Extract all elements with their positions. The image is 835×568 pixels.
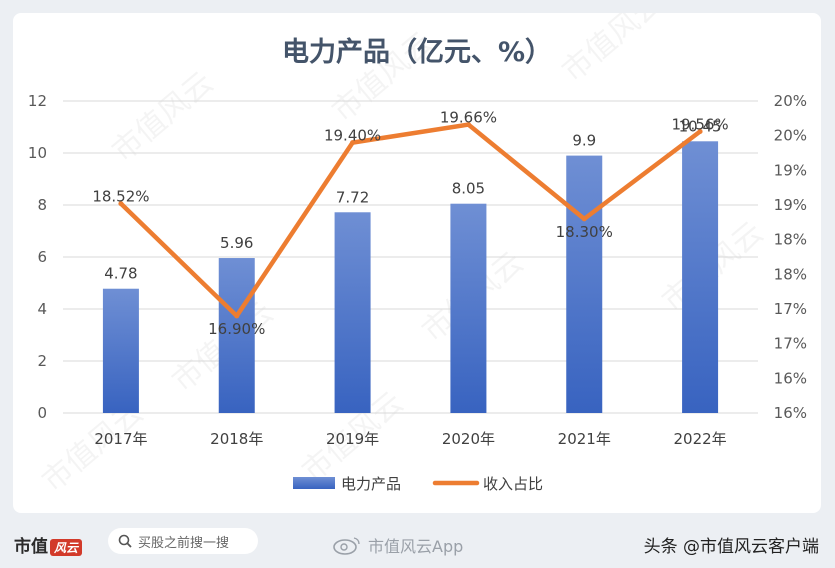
bar-data-label: 10.45 — [679, 117, 722, 135]
y-right-tick-label: 18% — [774, 231, 807, 249]
brand-logo: 市值 风云 — [14, 532, 83, 557]
line-point — [697, 129, 703, 135]
chart: 市值风云市值风云市值风云市值风云市值风云市值风云市值风云市值风云电力产品（亿元、… — [28, 13, 807, 499]
bar-data-label: 5.96 — [220, 234, 253, 252]
line-data-label: 16.90% — [208, 320, 265, 338]
bar — [566, 155, 603, 413]
x-tick-label: 2019年 — [326, 430, 379, 448]
y-left-tick-label: 0 — [37, 404, 47, 422]
weibo-watermark: 市值风云App — [332, 533, 463, 557]
chart-card: 市值风云市值风云市值风云市值风云市值风云市值风云市值风云市值风云电力产品（亿元、… — [13, 13, 821, 513]
y-left-tick-label: 6 — [37, 248, 47, 266]
watermark-text: 市值风云 — [106, 65, 220, 169]
line-series — [118, 122, 703, 319]
x-tick-label: 2021年 — [558, 430, 611, 448]
y-right-tick-label: 19% — [774, 196, 807, 214]
line-point — [581, 216, 587, 222]
chart-title: 电力产品（亿元、%） — [282, 37, 552, 68]
search-bar[interactable]: 买股之前搜一搜 — [108, 528, 258, 554]
y-right-tick-label: 16% — [774, 404, 807, 422]
line-data-label: 18.52% — [92, 188, 149, 206]
legend-label-bars: 电力产品 — [341, 475, 401, 493]
y-right-tick-label: 19% — [774, 161, 807, 179]
x-tick-label: 2018年 — [210, 430, 263, 448]
weibo-text: 市值风云App — [368, 537, 464, 556]
y-left-tick-label: 2 — [37, 352, 47, 370]
y-left-tick-label: 8 — [37, 196, 47, 214]
search-icon — [118, 534, 132, 548]
y-right-tick-label: 20% — [774, 92, 807, 110]
brand-logo-text: 市值 — [14, 537, 48, 557]
watermark-text: 市值风云 — [556, 13, 670, 89]
weibo-icon — [333, 537, 360, 555]
line-point — [350, 140, 356, 146]
y-right-tick-label: 17% — [774, 335, 807, 353]
legend-label-line: 收入占比 — [483, 475, 543, 493]
y-right-tick-label: 16% — [774, 369, 807, 387]
x-tick-label: 2020年 — [442, 430, 495, 448]
bar — [218, 258, 255, 413]
legend-bar-swatch — [293, 477, 335, 489]
line-data-label: 19.40% — [324, 127, 381, 145]
bar-data-label: 9.9 — [572, 132, 596, 150]
line-data-label: 19.66% — [440, 109, 497, 127]
line-point — [234, 313, 240, 319]
x-tick-label: 2017年 — [94, 430, 147, 448]
line-point — [118, 201, 124, 207]
bar — [334, 212, 371, 413]
y-right-tick-label: 17% — [774, 300, 807, 318]
line-point — [465, 122, 471, 128]
source-attribution: 头条 @市值风云客户端 — [643, 537, 819, 557]
line-data-label: 19.56% — [671, 116, 728, 134]
bar — [450, 203, 487, 413]
y-right-tick-label: 18% — [774, 265, 807, 283]
y-left-tick-label: 12 — [28, 92, 47, 110]
bar — [682, 141, 719, 414]
footer-bar: 市值 风云 买股之前搜一搜 市值风云App 头条 @市值风云客户端 — [0, 520, 835, 568]
bar-data-label: 8.05 — [452, 180, 485, 198]
x-tick-label: 2022年 — [673, 430, 726, 448]
bar — [102, 288, 139, 413]
y-left-tick-label: 4 — [37, 300, 47, 318]
y-right-tick-label: 20% — [774, 127, 807, 145]
bar-data-label: 4.78 — [104, 265, 137, 283]
search-placeholder: 买股之前搜一搜 — [138, 535, 230, 551]
y-left-tick-label: 10 — [28, 144, 47, 162]
line-data-label: 18.30% — [556, 223, 613, 241]
brand-logo-badge: 风云 — [50, 539, 83, 556]
bar-data-label: 7.72 — [336, 188, 369, 206]
